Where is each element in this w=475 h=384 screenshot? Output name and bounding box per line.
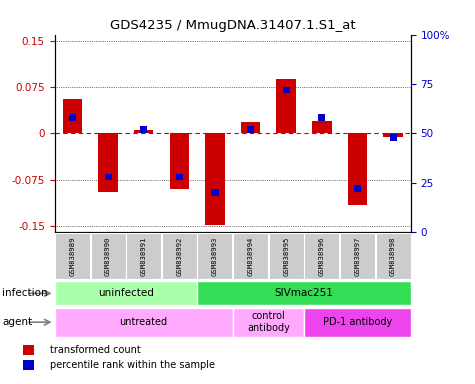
- Bar: [276, 79, 296, 134]
- Text: transformed count: transformed count: [49, 345, 140, 355]
- Bar: [383, 134, 403, 137]
- Bar: [23, 360, 34, 370]
- Bar: [198, 233, 232, 280]
- Bar: [211, 189, 218, 196]
- Text: uninfected: uninfected: [98, 288, 154, 298]
- Text: GSM838994: GSM838994: [247, 237, 254, 276]
- Bar: [304, 233, 339, 280]
- Bar: [98, 134, 118, 192]
- Bar: [23, 345, 34, 355]
- Bar: [340, 233, 375, 280]
- Bar: [55, 308, 233, 337]
- Bar: [205, 134, 225, 225]
- Bar: [390, 134, 397, 141]
- Bar: [269, 233, 304, 280]
- Text: PD-1 antibody: PD-1 antibody: [323, 317, 392, 327]
- Text: percentile rank within the sample: percentile rank within the sample: [49, 360, 215, 370]
- Bar: [162, 233, 197, 280]
- Bar: [354, 185, 361, 192]
- Bar: [233, 233, 268, 280]
- Bar: [312, 121, 332, 134]
- Text: GSM838995: GSM838995: [283, 237, 289, 276]
- Bar: [233, 308, 304, 337]
- Bar: [247, 126, 254, 133]
- Bar: [318, 114, 325, 121]
- Text: GSM838990: GSM838990: [105, 237, 111, 276]
- Bar: [304, 308, 411, 337]
- Text: GSM838996: GSM838996: [319, 237, 325, 276]
- Text: GSM838997: GSM838997: [354, 237, 361, 276]
- Text: GSM838993: GSM838993: [212, 237, 218, 276]
- Bar: [176, 174, 183, 180]
- Bar: [126, 233, 161, 280]
- Bar: [104, 174, 112, 180]
- Bar: [91, 233, 125, 280]
- Bar: [241, 122, 260, 134]
- Bar: [134, 130, 153, 134]
- Bar: [63, 99, 82, 134]
- Title: GDS4235 / MmugDNA.31407.1.S1_at: GDS4235 / MmugDNA.31407.1.S1_at: [110, 19, 356, 32]
- Text: infection: infection: [2, 288, 48, 298]
- Text: agent: agent: [2, 317, 32, 327]
- Bar: [197, 281, 411, 305]
- Text: GSM838998: GSM838998: [390, 237, 396, 276]
- Bar: [283, 86, 290, 93]
- Text: GSM838992: GSM838992: [176, 237, 182, 276]
- Text: untreated: untreated: [120, 317, 168, 327]
- Bar: [376, 233, 410, 280]
- Bar: [348, 134, 367, 205]
- Text: SIVmac251: SIVmac251: [275, 288, 333, 298]
- Bar: [69, 114, 76, 121]
- Bar: [55, 281, 197, 305]
- Bar: [170, 134, 189, 189]
- Bar: [140, 126, 147, 133]
- Text: control
antibody: control antibody: [247, 311, 290, 333]
- Text: GSM838989: GSM838989: [69, 237, 76, 276]
- Bar: [55, 233, 90, 280]
- Text: GSM838991: GSM838991: [141, 237, 147, 276]
